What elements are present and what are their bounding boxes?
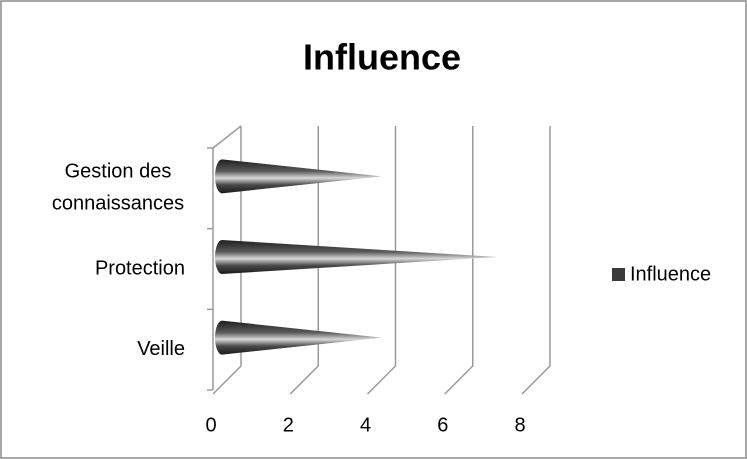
x-tick-label: 6: [437, 414, 448, 436]
grid-line: [521, 126, 551, 395]
grid-line: [444, 126, 474, 395]
y-tick-label: Protection: [95, 257, 185, 279]
x-tick-label: 8: [514, 414, 525, 436]
bar: [215, 240, 498, 274]
y-tick-label: Gestion des connaissances: [52, 161, 184, 215]
grid-line: [212, 126, 242, 395]
y-tick-label: Veille: [137, 338, 185, 360]
x-tick-label: 2: [283, 414, 294, 436]
wall-edge: [212, 125, 242, 149]
grid-line: [289, 126, 319, 395]
bar: [215, 159, 382, 194]
x-tick-label: 0: [205, 414, 216, 436]
x-tick-label: 4: [360, 414, 371, 436]
legend-label: Influence: [630, 263, 711, 285]
legend-swatch: [612, 268, 625, 281]
bar: [215, 320, 382, 355]
chart-title: Influence: [303, 37, 461, 78]
grid-line: [366, 126, 397, 395]
